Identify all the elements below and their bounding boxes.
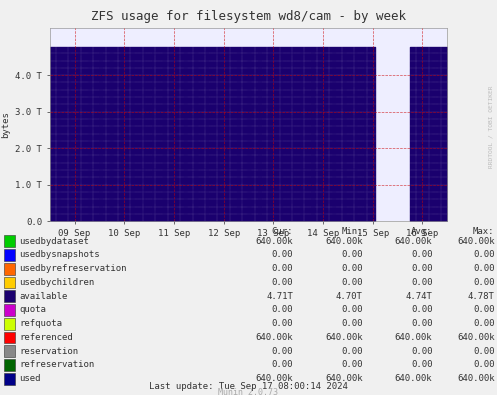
Text: Max:: Max: <box>473 228 495 237</box>
Text: 0.00: 0.00 <box>411 264 432 273</box>
Text: 640.00k: 640.00k <box>325 237 363 246</box>
Text: 0.00: 0.00 <box>411 347 432 356</box>
Text: 640.00k: 640.00k <box>255 237 293 246</box>
Text: 640.00k: 640.00k <box>395 374 432 383</box>
Text: 0.00: 0.00 <box>341 264 363 273</box>
Text: 0.00: 0.00 <box>341 278 363 287</box>
Text: 640.00k: 640.00k <box>325 333 363 342</box>
Text: 4.78T: 4.78T <box>468 292 495 301</box>
Text: 640.00k: 640.00k <box>457 374 495 383</box>
Text: 0.00: 0.00 <box>473 319 495 328</box>
Text: 0.00: 0.00 <box>411 305 432 314</box>
Text: Munin 2.0.73: Munin 2.0.73 <box>219 388 278 395</box>
Text: available: available <box>19 292 67 301</box>
Text: 0.00: 0.00 <box>341 305 363 314</box>
Text: 0.00: 0.00 <box>272 264 293 273</box>
FancyBboxPatch shape <box>4 345 15 357</box>
Text: 0.00: 0.00 <box>341 319 363 328</box>
Text: 0.00: 0.00 <box>272 278 293 287</box>
Text: Avg:: Avg: <box>411 228 432 237</box>
Text: 640.00k: 640.00k <box>395 237 432 246</box>
Text: 0.00: 0.00 <box>473 305 495 314</box>
Text: 640.00k: 640.00k <box>395 333 432 342</box>
Text: 0.00: 0.00 <box>272 360 293 369</box>
Text: Min:: Min: <box>341 228 363 237</box>
Text: refquota: refquota <box>19 319 62 328</box>
FancyBboxPatch shape <box>4 359 15 371</box>
Text: used: used <box>19 374 40 383</box>
Text: 0.00: 0.00 <box>473 250 495 260</box>
Text: 640.00k: 640.00k <box>325 374 363 383</box>
Text: usedbydataset: usedbydataset <box>19 237 89 246</box>
Text: quota: quota <box>19 305 46 314</box>
Text: 0.00: 0.00 <box>473 264 495 273</box>
Text: usedbyrefreservation: usedbyrefreservation <box>19 264 126 273</box>
Text: usedbysnapshots: usedbysnapshots <box>19 250 99 260</box>
Text: ZFS usage for filesystem wd8/cam - by week: ZFS usage for filesystem wd8/cam - by we… <box>91 10 406 23</box>
Text: 0.00: 0.00 <box>272 347 293 356</box>
Text: 0.00: 0.00 <box>411 319 432 328</box>
Text: 0.00: 0.00 <box>272 305 293 314</box>
Text: 4.70T: 4.70T <box>336 292 363 301</box>
Text: 4.71T: 4.71T <box>266 292 293 301</box>
FancyBboxPatch shape <box>4 304 15 316</box>
Text: usedbychildren: usedbychildren <box>19 278 94 287</box>
FancyBboxPatch shape <box>4 331 15 343</box>
Text: 4.74T: 4.74T <box>406 292 432 301</box>
Text: 0.00: 0.00 <box>272 250 293 260</box>
FancyBboxPatch shape <box>4 235 15 247</box>
Text: 640.00k: 640.00k <box>457 333 495 342</box>
Text: refreservation: refreservation <box>19 360 94 369</box>
Text: 0.00: 0.00 <box>473 347 495 356</box>
Text: 640.00k: 640.00k <box>457 237 495 246</box>
Text: 0.00: 0.00 <box>411 360 432 369</box>
Text: Last update: Tue Sep 17 08:00:14 2024: Last update: Tue Sep 17 08:00:14 2024 <box>149 382 348 391</box>
FancyBboxPatch shape <box>4 276 15 288</box>
Text: reservation: reservation <box>19 347 78 356</box>
Text: 640.00k: 640.00k <box>255 374 293 383</box>
Text: Cur:: Cur: <box>272 228 293 237</box>
Text: 0.00: 0.00 <box>272 319 293 328</box>
Text: 0.00: 0.00 <box>341 360 363 369</box>
Text: 0.00: 0.00 <box>473 360 495 369</box>
Text: 0.00: 0.00 <box>473 278 495 287</box>
Text: 0.00: 0.00 <box>341 250 363 260</box>
FancyBboxPatch shape <box>4 290 15 302</box>
FancyBboxPatch shape <box>4 263 15 275</box>
Y-axis label: bytes: bytes <box>0 111 9 138</box>
Text: RRDTOOL / TOBI OETIKER: RRDTOOL / TOBI OETIKER <box>489 85 494 167</box>
Text: 0.00: 0.00 <box>411 278 432 287</box>
Text: 0.00: 0.00 <box>341 347 363 356</box>
Text: 0.00: 0.00 <box>411 250 432 260</box>
FancyBboxPatch shape <box>4 249 15 261</box>
FancyBboxPatch shape <box>4 373 15 384</box>
FancyBboxPatch shape <box>4 318 15 329</box>
Text: referenced: referenced <box>19 333 73 342</box>
Text: 640.00k: 640.00k <box>255 333 293 342</box>
